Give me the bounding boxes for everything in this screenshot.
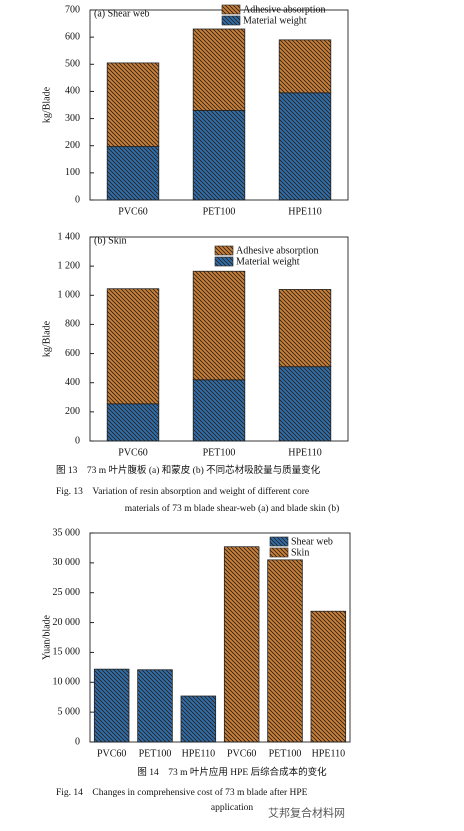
x-tick-label: PVC60 xyxy=(118,206,147,217)
x-tick-label: PVC60 xyxy=(227,748,256,759)
caption: 图 13 73 m 叶片腹板 (a) 和蒙皮 (b) 不同芯材吸胶量与质量变化 xyxy=(56,464,321,476)
y-tick-label: 500 xyxy=(65,59,80,70)
bar xyxy=(192,379,246,442)
legend-label: Material weight xyxy=(243,15,307,26)
y-tick-label: 200 xyxy=(65,406,80,417)
bar xyxy=(267,559,303,743)
bar xyxy=(223,546,260,743)
y-tick-label: 0 xyxy=(75,435,80,446)
x-tick-label: PVC60 xyxy=(118,447,147,458)
y-tick-label: 20 000 xyxy=(53,617,81,628)
y-tick-label: 10 000 xyxy=(53,677,81,688)
caption: Fig. 13 Variation of resin absorption an… xyxy=(56,486,309,497)
plot-frame xyxy=(89,236,349,442)
x-tick-label: HPE110 xyxy=(182,748,216,759)
watermark: 艾邦复合材料网 xyxy=(268,806,345,820)
x-tick-label: PET100 xyxy=(203,206,236,217)
y-axis-label: kg/Blade xyxy=(41,86,52,123)
y-tick-label: 25 000 xyxy=(53,587,81,598)
x-tick-label: HPE110 xyxy=(288,206,322,217)
bar xyxy=(180,695,217,743)
x-tick-label: HPE110 xyxy=(312,748,346,759)
bar xyxy=(106,288,160,405)
y-axis-label: kg/Blade xyxy=(41,320,52,357)
y-tick-label: 100 xyxy=(65,167,80,178)
legend-label: Adhesive absorption xyxy=(243,4,326,15)
annotation: (b) Skin xyxy=(94,235,127,246)
y-tick-label: 1 400 xyxy=(58,231,81,242)
legend-swatch xyxy=(269,536,289,547)
x-tick-label: PET100 xyxy=(139,748,172,759)
legend-label: Skin xyxy=(291,547,309,558)
bar xyxy=(106,403,160,442)
y-tick-label: 0 xyxy=(75,736,80,747)
bar xyxy=(192,110,246,201)
annotation: (a) Shear web xyxy=(94,8,150,19)
bar xyxy=(278,39,332,94)
y-tick-label: 600 xyxy=(65,348,80,359)
x-tick-label: HPE110 xyxy=(288,447,322,458)
caption: materials of 73 m blade shear-web (a) an… xyxy=(125,503,340,514)
legend-label: Shear web xyxy=(291,536,333,547)
legend-swatch xyxy=(269,547,289,558)
bar xyxy=(310,610,347,743)
y-tick-label: 15 000 xyxy=(53,647,81,658)
legend-label: Material weight xyxy=(236,256,300,267)
legend-swatch xyxy=(214,245,234,256)
plot-frame xyxy=(89,9,349,201)
legend-swatch xyxy=(214,256,234,267)
legend-label: Adhesive absorption xyxy=(236,245,319,256)
legend-swatch xyxy=(221,4,241,15)
y-tick-label: 1 000 xyxy=(58,290,81,301)
bar xyxy=(137,669,173,743)
bar xyxy=(93,668,130,743)
legend-swatch xyxy=(221,15,241,26)
bar xyxy=(192,270,246,381)
bar xyxy=(278,366,332,442)
y-tick-label: 700 xyxy=(65,4,80,15)
bar xyxy=(278,92,332,201)
caption: Fig. 14 Changes in comprehensive cost of… xyxy=(56,787,308,798)
x-tick-label: PVC60 xyxy=(97,748,126,759)
x-tick-label: PET100 xyxy=(203,447,236,458)
y-tick-label: 35 000 xyxy=(53,527,81,538)
bar xyxy=(106,62,160,147)
y-tick-label: 200 xyxy=(65,140,80,151)
y-tick-label: 600 xyxy=(65,31,80,42)
y-tick-label: 400 xyxy=(65,377,80,388)
bar xyxy=(106,146,160,201)
y-tick-label: 300 xyxy=(65,113,80,124)
plot-frame xyxy=(89,532,351,743)
bar xyxy=(192,28,246,111)
y-tick-label: 400 xyxy=(65,86,80,97)
y-tick-label: 30 000 xyxy=(53,557,81,568)
x-tick-label: PET100 xyxy=(269,748,302,759)
bar xyxy=(278,289,332,368)
caption: application xyxy=(211,803,253,813)
y-tick-label: 0 xyxy=(75,194,80,205)
y-tick-label: 5 000 xyxy=(58,706,81,717)
caption: 图 14 73 m 叶片应用 HPE 后综合成本的变化 xyxy=(137,766,327,778)
y-tick-label: 1 200 xyxy=(58,260,81,271)
y-axis-label: Yuan/blade xyxy=(41,614,52,660)
y-tick-label: 800 xyxy=(65,319,80,330)
